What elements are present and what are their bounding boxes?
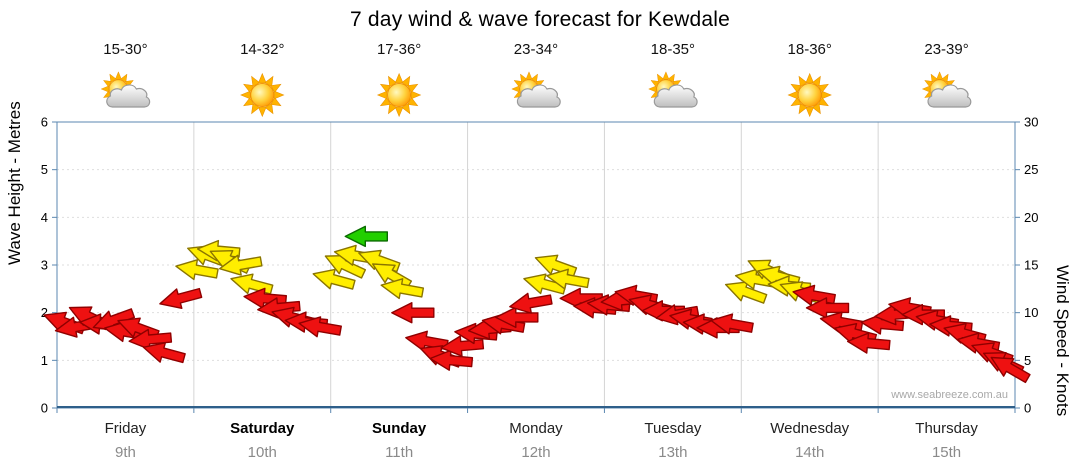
- left-tick-label: 6: [41, 115, 48, 130]
- wind-arrow: [219, 254, 263, 276]
- day-name-label: Saturday: [230, 420, 295, 437]
- day-date-label: 14th: [795, 444, 825, 461]
- day-temp: 23-39°: [924, 41, 969, 58]
- day-date-label: 13th: [658, 444, 688, 461]
- day-date-label: 9th: [114, 444, 136, 461]
- plot-frame: [56, 121, 1016, 409]
- sun-cloud-icon: [100, 71, 151, 108]
- day-temp: 23-34°: [513, 41, 559, 58]
- wind-arrow: [495, 306, 539, 329]
- wind-arrow: [324, 254, 367, 279]
- wind-arrow: [128, 328, 173, 351]
- wind-arrow: [142, 342, 186, 364]
- day-temp: 18-35°: [650, 41, 696, 58]
- day-date-label: 10th: [247, 444, 277, 461]
- sun-cloud-icon: [648, 71, 698, 108]
- right-tick-label: 25: [1024, 162, 1038, 177]
- wind-arrow: [846, 332, 891, 354]
- day-name-label: Wednesday: [770, 420, 850, 437]
- sun-cloud-icon: [921, 71, 972, 108]
- watermark: www.seabreeze.com.au: [891, 389, 1008, 401]
- day-temp: 17-36°: [376, 41, 422, 58]
- wind-arrow: [380, 278, 425, 300]
- left-tick-label: 4: [41, 210, 48, 225]
- wind-arrow: [481, 313, 526, 335]
- wind-arrow: [312, 268, 356, 290]
- left-tick-label: 3: [41, 258, 48, 273]
- day-temp: 14-32°: [240, 41, 285, 58]
- left-tick-label: 1: [41, 353, 48, 368]
- grid-lines: [57, 122, 1015, 408]
- right-tick-label: 20: [1024, 210, 1038, 225]
- day-name-label: Thursday: [915, 420, 978, 437]
- wind-arrow: [175, 259, 219, 281]
- right-tick-label: 15: [1024, 258, 1038, 273]
- day-date-label: 12th: [521, 444, 551, 461]
- wind-arrow: [724, 281, 768, 304]
- left-tick-label: 0: [41, 401, 48, 416]
- sun-cloud-icon: [511, 71, 561, 108]
- wind-arrow: [429, 349, 474, 371]
- wind-arrow: [860, 313, 905, 335]
- left-tick-label: 2: [41, 305, 48, 320]
- right-tick-label: 10: [1024, 305, 1038, 320]
- page-title: 7 day wind & wave forecast for Kewdale: [350, 8, 730, 31]
- wind-arrow: [159, 287, 203, 310]
- wind-arrow: [805, 297, 850, 319]
- wind-arrow: [298, 316, 342, 338]
- day-date-label: 11th: [385, 444, 414, 461]
- left-tick-label: 5: [41, 162, 48, 177]
- wind-arrow: [990, 356, 1031, 384]
- day-name-label: Sunday: [372, 420, 427, 437]
- sun-icon: [787, 72, 832, 118]
- wind-arrow: [710, 313, 754, 335]
- wind-arrow: [509, 292, 553, 314]
- wind-arrow: [391, 302, 435, 324]
- right-tick-label: 5: [1024, 353, 1031, 368]
- day-date-label: 15th: [931, 444, 962, 461]
- day-name-label: Tuesday: [644, 420, 702, 437]
- day-name-label: Friday: [104, 420, 147, 437]
- wind-arrow: [344, 225, 388, 248]
- axis-ticks: 0 1 2 3 4 5 6 0 5 10 15 20 25 30: [41, 115, 1039, 416]
- day-temp: 15-30°: [103, 41, 148, 58]
- sun-icon: [240, 72, 285, 118]
- day-name-label: Monday: [509, 420, 563, 437]
- day-temp: 18-36°: [787, 41, 832, 58]
- right-tick-label: 0: [1024, 401, 1031, 416]
- sun-icon: [376, 72, 422, 118]
- right-tick-label: 30: [1024, 115, 1038, 130]
- wind-arrow: [546, 268, 590, 290]
